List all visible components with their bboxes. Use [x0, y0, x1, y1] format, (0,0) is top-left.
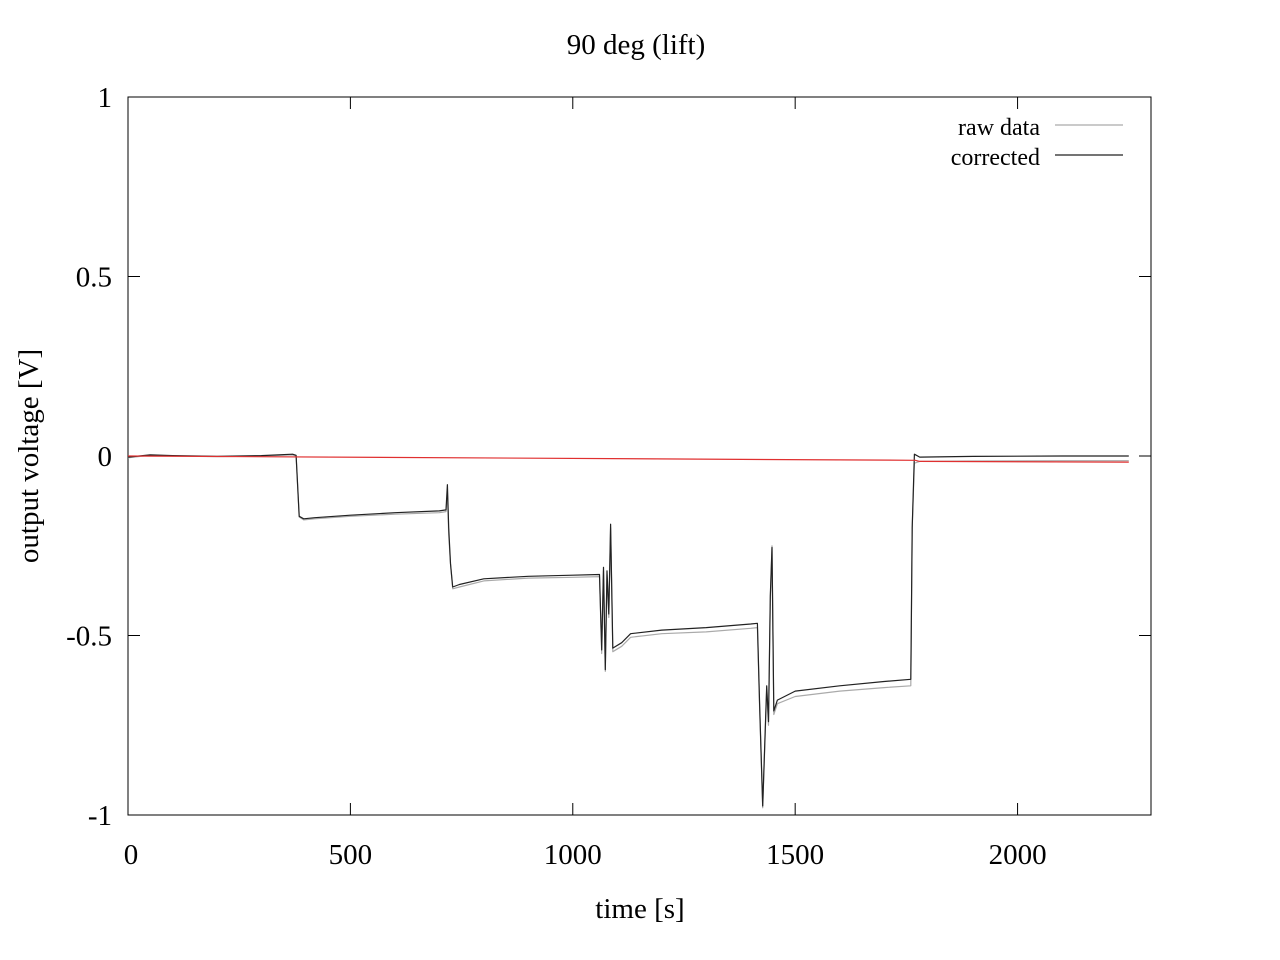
legend-label-raw-data: raw data [958, 115, 1040, 141]
y-tick-label: 0.5 [76, 262, 112, 294]
y-tick-label: -1 [88, 800, 112, 832]
legend-label-corrected: corrected [951, 145, 1040, 171]
legend: raw data corrected [951, 115, 1123, 171]
tick-marks [127, 96, 1151, 816]
series-layer [127, 453, 1129, 809]
x-axis-label: time [s] [595, 893, 684, 925]
x-tick-label: 500 [329, 839, 373, 871]
y-axis-label: output voltage [V] [13, 349, 45, 563]
x-tick-label: 2000 [989, 839, 1047, 871]
x-tick-labels: 0 500 1000 1500 2000 [124, 839, 1047, 871]
x-tick-label: 1500 [766, 839, 824, 871]
series-raw-data [127, 454, 1129, 809]
series-baseline [127, 455, 1129, 463]
y-tick-label: 0 [98, 441, 113, 473]
series-corrected [127, 453, 1129, 807]
chart-title: 90 deg (lift) [567, 29, 706, 61]
y-tick-label: 1 [98, 82, 113, 114]
y-tick-labels: 1 0.5 0 -0.5 -1 [66, 82, 112, 832]
x-tick-label: 0 [124, 839, 139, 871]
x-tick-label: 1000 [544, 839, 602, 871]
y-tick-label: -0.5 [66, 621, 112, 653]
